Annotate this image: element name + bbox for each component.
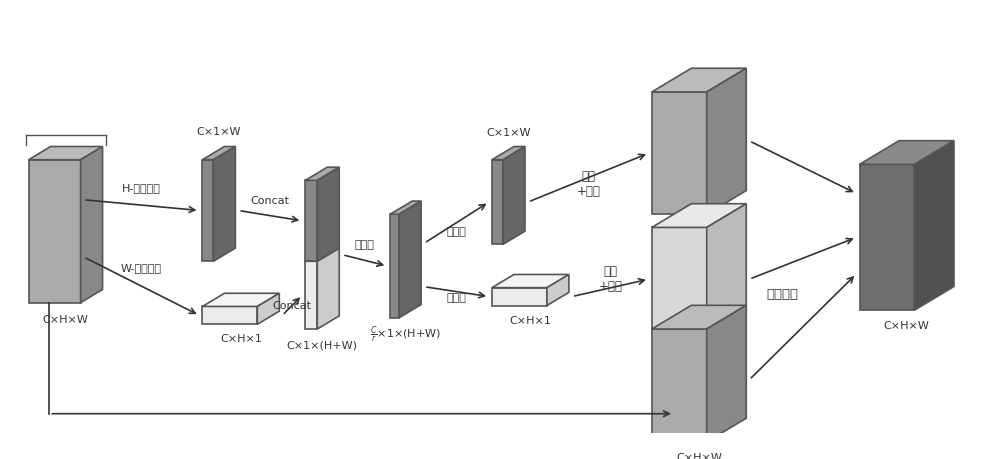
Polygon shape bbox=[860, 164, 914, 310]
Text: Concat: Concat bbox=[273, 301, 312, 311]
Polygon shape bbox=[652, 68, 746, 92]
Polygon shape bbox=[652, 227, 707, 331]
Polygon shape bbox=[390, 201, 421, 214]
Text: C×1×W: C×1×W bbox=[486, 129, 531, 138]
Polygon shape bbox=[707, 204, 746, 331]
Polygon shape bbox=[914, 141, 954, 310]
Polygon shape bbox=[860, 141, 954, 164]
Text: C×H×W: C×H×W bbox=[884, 321, 930, 331]
Polygon shape bbox=[257, 293, 279, 325]
Polygon shape bbox=[652, 329, 707, 442]
Text: C×H×W: C×H×W bbox=[676, 453, 722, 459]
Polygon shape bbox=[29, 160, 81, 302]
Polygon shape bbox=[492, 288, 547, 306]
Polygon shape bbox=[492, 160, 503, 244]
Polygon shape bbox=[547, 274, 569, 306]
Text: C×1×W: C×1×W bbox=[197, 128, 241, 137]
Polygon shape bbox=[317, 248, 339, 329]
Text: 上采样: 上采样 bbox=[447, 293, 466, 303]
Text: C×H×1: C×H×1 bbox=[220, 334, 262, 344]
Polygon shape bbox=[305, 261, 317, 329]
Polygon shape bbox=[81, 146, 103, 302]
Polygon shape bbox=[202, 146, 235, 160]
Text: $\frac{C}{r}$×1×(H+W): $\frac{C}{r}$×1×(H+W) bbox=[370, 325, 441, 345]
Polygon shape bbox=[202, 160, 213, 261]
Text: C×1×(H+W): C×1×(H+W) bbox=[287, 340, 358, 350]
Polygon shape bbox=[305, 248, 339, 261]
Polygon shape bbox=[652, 204, 746, 227]
Polygon shape bbox=[652, 92, 707, 214]
Text: 加权融合: 加权融合 bbox=[766, 288, 798, 301]
Text: W-平均池化: W-平均池化 bbox=[121, 263, 162, 273]
Text: Concat: Concat bbox=[251, 196, 290, 206]
Polygon shape bbox=[305, 180, 317, 261]
Polygon shape bbox=[213, 146, 235, 261]
Text: 上采样: 上采样 bbox=[447, 227, 466, 237]
Polygon shape bbox=[202, 307, 257, 325]
Polygon shape bbox=[317, 167, 339, 261]
Polygon shape bbox=[652, 305, 746, 329]
Text: 下采样: 下采样 bbox=[355, 241, 375, 250]
Text: 卷积
+膨胀: 卷积 +膨胀 bbox=[576, 170, 600, 198]
Polygon shape bbox=[503, 146, 525, 244]
Polygon shape bbox=[29, 146, 103, 160]
Polygon shape bbox=[399, 201, 421, 318]
Polygon shape bbox=[390, 214, 399, 318]
Polygon shape bbox=[492, 146, 525, 160]
Polygon shape bbox=[305, 167, 339, 180]
Polygon shape bbox=[707, 305, 746, 442]
Polygon shape bbox=[492, 274, 569, 288]
Text: 卷积
+膨胀: 卷积 +膨胀 bbox=[598, 265, 622, 293]
Polygon shape bbox=[202, 293, 279, 307]
Text: C×H×W: C×H×W bbox=[43, 314, 89, 325]
Polygon shape bbox=[707, 68, 746, 214]
Text: H-平均池化: H-平均池化 bbox=[122, 184, 161, 193]
Text: C×H×1: C×H×1 bbox=[510, 315, 551, 325]
